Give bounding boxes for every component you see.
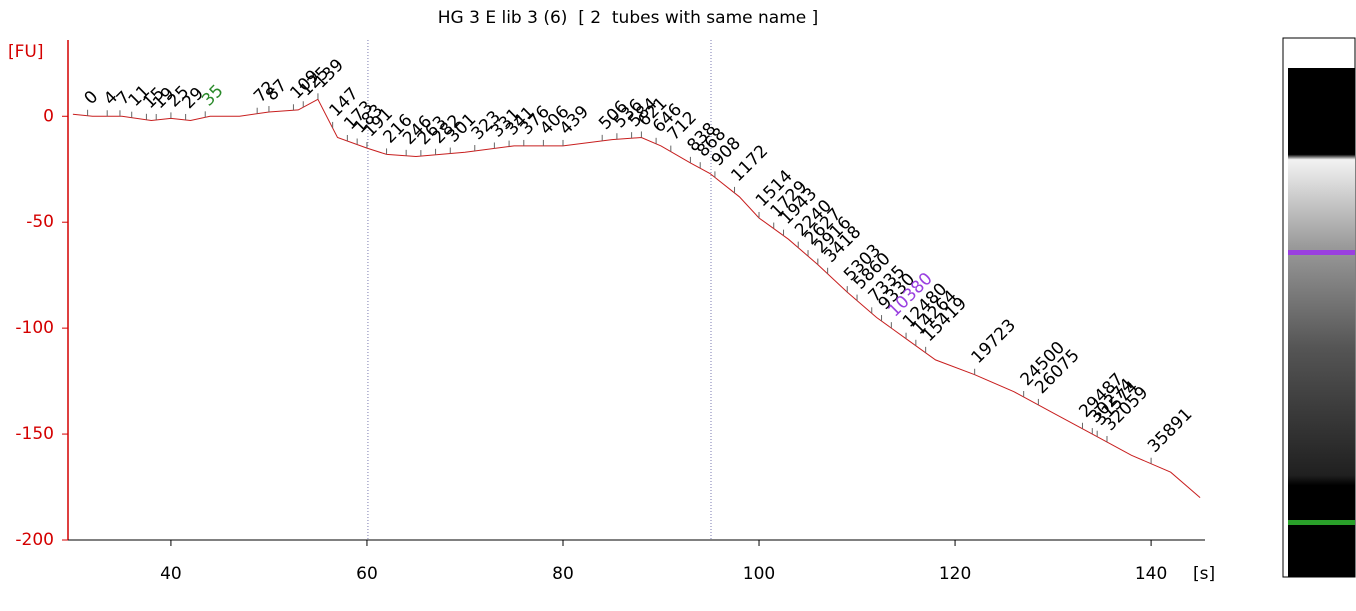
x-axis-label: [s] [1193,564,1215,584]
y-tick-label: -100 [15,318,54,338]
y-tick-label: 0 [43,106,54,126]
x-tick-label: 100 [743,564,775,584]
y-axis-label: [FU] [8,42,44,62]
x-tick-label: 40 [160,564,182,584]
peak-label: 19723 [968,315,1020,367]
x-tick-label: 80 [552,564,574,584]
peak-label: 35 [198,81,227,110]
x-tick-label: 140 [1135,564,1167,584]
chart-title: HG 3 E lib 3 (6) [ 2 tubes with same nam… [438,8,819,28]
y-tick-label: -200 [15,530,54,550]
gel-lane [1288,68,1355,577]
gel-upper-marker [1288,250,1355,255]
peak-label: 0 [81,87,103,109]
x-tick-label: 60 [356,564,378,584]
gel-lower-marker [1288,520,1355,525]
peak-label: 35891 [1144,404,1196,456]
trace [72,98,1201,498]
x-tick-label: 120 [939,564,971,584]
y-tick-label: -150 [15,424,54,444]
y-tick-label: -50 [26,212,54,232]
